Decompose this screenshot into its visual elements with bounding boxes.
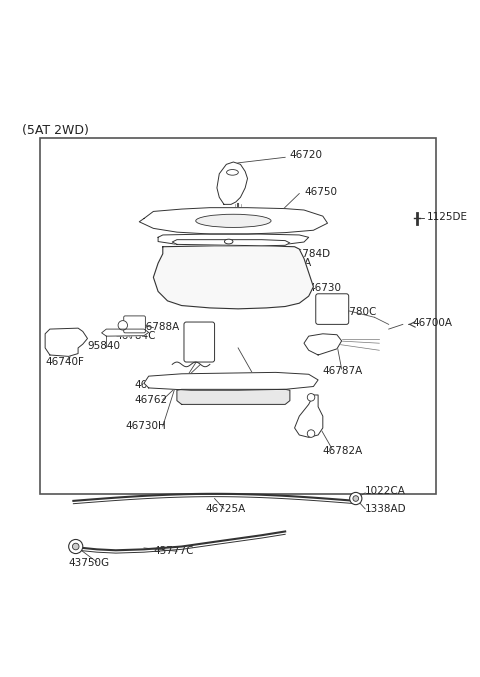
Text: 46730H: 46730H xyxy=(125,420,166,431)
Text: 46770B: 46770B xyxy=(134,380,175,390)
Text: 46730: 46730 xyxy=(309,283,342,292)
Text: 1022CA: 1022CA xyxy=(365,487,406,496)
Text: 43750G: 43750G xyxy=(69,559,110,569)
Polygon shape xyxy=(102,329,149,336)
Text: 46740F: 46740F xyxy=(45,357,84,367)
Text: (5AT 2WD): (5AT 2WD) xyxy=(22,125,88,137)
Polygon shape xyxy=(177,389,290,404)
Polygon shape xyxy=(217,162,248,204)
Text: 46750: 46750 xyxy=(304,187,337,196)
Polygon shape xyxy=(304,334,342,355)
Ellipse shape xyxy=(196,214,271,227)
Text: 46784D: 46784D xyxy=(290,248,331,259)
Text: 95840: 95840 xyxy=(87,341,120,351)
Polygon shape xyxy=(295,395,323,437)
Text: 46735A: 46735A xyxy=(271,258,312,268)
Circle shape xyxy=(69,540,83,554)
Polygon shape xyxy=(139,208,327,234)
Text: 43777C: 43777C xyxy=(154,546,194,556)
Text: 1338AD: 1338AD xyxy=(365,504,407,514)
Polygon shape xyxy=(154,246,313,309)
Ellipse shape xyxy=(227,169,239,175)
Circle shape xyxy=(307,430,315,437)
FancyBboxPatch shape xyxy=(124,316,145,333)
Text: 46787A: 46787A xyxy=(323,366,363,376)
Ellipse shape xyxy=(225,239,233,244)
Text: 46720: 46720 xyxy=(290,150,323,160)
Text: 46782A: 46782A xyxy=(323,446,363,456)
Text: 46725A: 46725A xyxy=(205,504,245,514)
Bar xyxy=(40,139,436,494)
Polygon shape xyxy=(158,234,309,245)
Text: 1125DE: 1125DE xyxy=(426,212,468,222)
Text: 46700A: 46700A xyxy=(412,318,452,328)
Circle shape xyxy=(353,496,359,502)
Circle shape xyxy=(349,492,362,504)
Circle shape xyxy=(307,393,315,401)
Text: 46780C: 46780C xyxy=(337,307,377,317)
FancyBboxPatch shape xyxy=(316,294,348,324)
Circle shape xyxy=(118,321,128,330)
Text: 46762: 46762 xyxy=(134,395,168,405)
Text: 46710A: 46710A xyxy=(248,385,288,394)
Text: 46788A: 46788A xyxy=(139,322,180,332)
Text: 46784C: 46784C xyxy=(116,331,156,341)
Polygon shape xyxy=(172,240,290,246)
FancyBboxPatch shape xyxy=(184,322,215,362)
Circle shape xyxy=(72,543,79,550)
Polygon shape xyxy=(45,328,87,356)
Polygon shape xyxy=(144,372,318,390)
